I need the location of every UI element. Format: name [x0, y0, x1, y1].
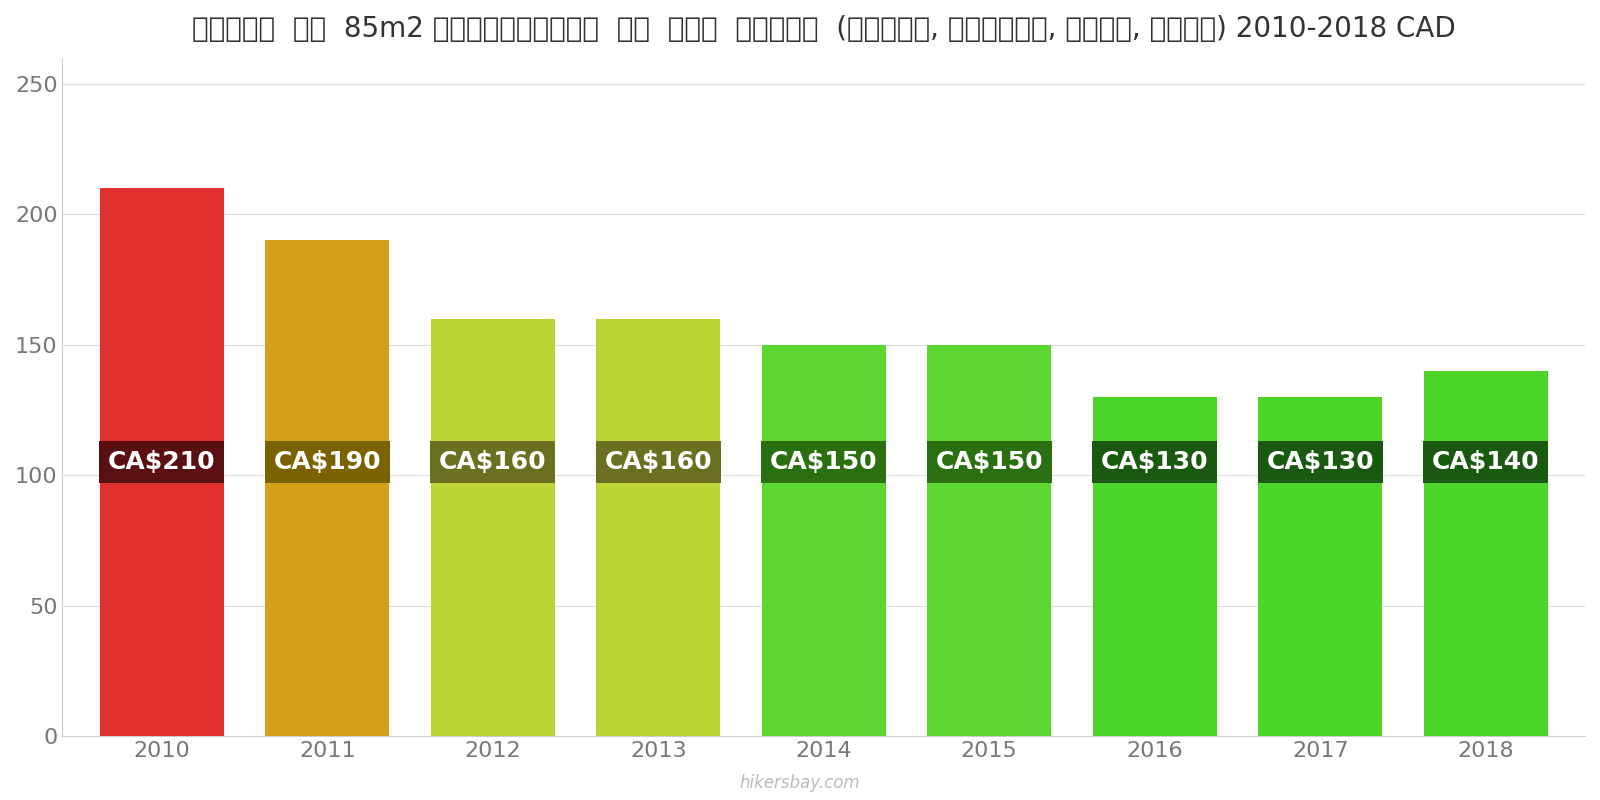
- Text: CA$130: CA$130: [1101, 450, 1208, 474]
- Bar: [430, 318, 555, 736]
- Bar: [762, 345, 886, 736]
- Bar: [926, 345, 1051, 736]
- Title: कनाडा  एक  85m2 अपार्टमेंट  के  लिए  शुल्क  (बिजली, हीटिंग, पानी, कचरा) 2010-201: कनाडा एक 85m2 अपार्टमेंट के लिए शुल्क (ब…: [192, 15, 1456, 43]
- Text: hikersbay.com: hikersbay.com: [739, 774, 861, 792]
- Text: CA$140: CA$140: [1432, 450, 1539, 474]
- Bar: [1424, 371, 1547, 736]
- Text: CA$150: CA$150: [936, 450, 1043, 474]
- Bar: [99, 188, 224, 736]
- Text: CA$150: CA$150: [770, 450, 877, 474]
- Text: CA$130: CA$130: [1267, 450, 1374, 474]
- Bar: [1258, 397, 1382, 736]
- Text: CA$210: CA$210: [107, 450, 216, 474]
- Text: CA$190: CA$190: [274, 450, 381, 474]
- Text: CA$160: CA$160: [438, 450, 547, 474]
- Bar: [266, 241, 389, 736]
- Bar: [1093, 397, 1216, 736]
- Text: CA$160: CA$160: [605, 450, 712, 474]
- Bar: [597, 318, 720, 736]
